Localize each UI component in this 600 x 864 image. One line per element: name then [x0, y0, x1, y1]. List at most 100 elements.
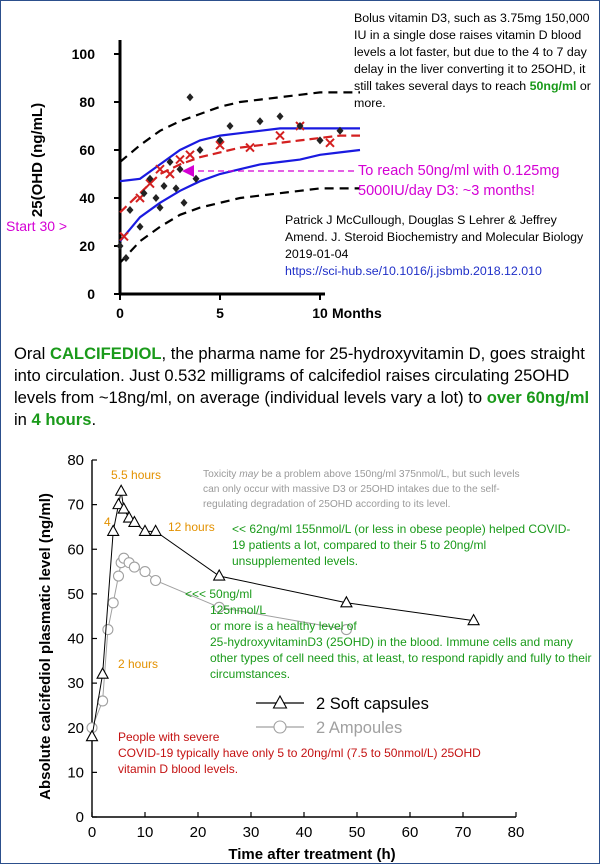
soft-capsule-point: [106, 524, 120, 536]
legend-circle-icon: [273, 720, 287, 734]
ampoule-point: [102, 624, 114, 636]
soft-capsule-point: [149, 524, 163, 536]
top-diamond-point: [176, 165, 184, 174]
top-diamond-point: [122, 254, 130, 262]
top-chart-curves: [119, 91, 361, 264]
bottom-x-tick-label: 30: [243, 824, 260, 841]
toxicity-em: may: [239, 469, 259, 480]
reach-pointer-arrowhead: [182, 165, 194, 177]
soft-capsule-point: [122, 510, 136, 523]
top-note-highlight: 50ng/ml: [529, 79, 577, 93]
top-diamond-point: [216, 136, 224, 145]
top-chart-reach-note: To reach 50ng/ml with 0.125mg 5000IU/day…: [358, 161, 598, 201]
soft-capsule-point: [112, 497, 125, 510]
top-diamond-point: [256, 117, 264, 126]
top-x-tick-label: 10: [312, 305, 328, 321]
bottom-y-tick-label: 70: [67, 497, 84, 514]
top-red-x-point: [119, 231, 129, 242]
top-y-tick-label: 20: [79, 238, 95, 254]
top-diamond-point: [296, 122, 304, 130]
top-note-text-1: Bolus vitamin D3, such as 3.75mg 150,000…: [354, 11, 590, 93]
healthy-line-2: 125nmol/L: [210, 603, 267, 617]
top-diamond-point: [226, 122, 234, 130]
ampoule-point: [112, 570, 125, 582]
top-y-tick-label: 40: [79, 190, 95, 206]
para-text-2: , the pharma name for 25-hydroxyvitamin …: [14, 344, 585, 407]
top-y-tick-label: 80: [79, 94, 95, 110]
ampoule-point: [128, 561, 140, 573]
severe-covid-note: People with severe COVID-19 typically ha…: [118, 729, 508, 777]
top-x-tick-label: 0: [116, 305, 124, 321]
top-red-x-point: [215, 140, 225, 150]
top-diamond-point: [152, 194, 160, 202]
legend-label: 2 Soft capsules: [316, 695, 429, 713]
bottom-y-tick-label: 40: [67, 631, 84, 648]
soft-capsule-point: [127, 515, 141, 528]
ampoule-point: [107, 597, 119, 609]
top-curve-blue-solid: [119, 127, 360, 183]
top-curve-blue-solid: [119, 148, 361, 242]
toxicity-note: Toxicity may be a problem above 150ng/ml…: [203, 467, 533, 512]
top-red-x-point: [145, 178, 155, 189]
para-text-4: .: [91, 410, 97, 429]
bottom-chart-legend: 2 Soft capsules 2 Ampoules: [256, 694, 429, 737]
bottom-y-axis-label: Absolute calcifediol plasmatic level (ng…: [37, 493, 54, 800]
top-chart-axes: 0 20 40 60 80 100 0 5 10 Months 25(OHD (ng/mL): [29, 40, 382, 321]
ampoule-point: [213, 601, 225, 613]
soft-capsule-point: [339, 595, 353, 608]
citation-link[interactable]: https://sci-hub.se/10.1016/j.jsbmb.2018.…: [285, 264, 542, 278]
soft-capsule-point: [114, 484, 128, 496]
top-diamond-point: [156, 203, 164, 212]
top-diamond-point: [276, 112, 284, 121]
bottom-y-tick-label: 60: [67, 541, 84, 558]
top-diamond-point: [316, 136, 324, 145]
top-diamond-point: [186, 93, 194, 102]
legend-label: 2 Ampoules: [316, 719, 402, 737]
para-highlight-60: over 60ng/ml: [486, 388, 590, 407]
top-chart: 0 20 40 60 80 100 0 5 10 Months 25(OHD (ng/mL): [29, 40, 382, 321]
ampoule-point: [139, 566, 151, 578]
top-chart-note: Bolus vitamin D3, such as 3.75mg 150,000…: [354, 10, 594, 112]
bottom-y-tick-label: 30: [67, 675, 84, 692]
top-diamond-point: [192, 174, 200, 183]
healthy-line-3: or more is a healthy level of: [210, 619, 357, 633]
top-diamond-point: [166, 158, 174, 166]
severe-line-2: COVID-19 typically have only 5 to 20ng/m…: [118, 746, 481, 776]
top-x-axis-label: Months: [332, 305, 382, 321]
soft-capsule-point: [96, 667, 110, 679]
toxicity-text-2: be a problem above 150ng/ml 375nmol/L, b…: [203, 469, 520, 510]
top-diamond-point: [140, 189, 148, 198]
top-note-text-2: or more.: [354, 79, 591, 110]
toxicity-text-1: Toxicity: [203, 469, 240, 480]
bottom-y-tick-label: 50: [67, 586, 84, 603]
bottom-x-tick-label: 20: [190, 824, 207, 841]
top-diamond-point: [126, 206, 134, 214]
bottom-x-tick-label: 70: [455, 824, 472, 841]
para-highlight-calcifediol: CALCIFEDIOL: [49, 344, 162, 363]
top-red-x-point: [165, 169, 175, 179]
bottom-chart: 0 10 20 30 40 50 60 70 80 0 10 20 30 40 50 60 70 80 Time a…: [37, 452, 525, 863]
reach-line-2: 5000IU/day D3: ~3 months!: [358, 183, 535, 199]
start-label: Start 30 >: [6, 218, 68, 234]
top-diamond-point: [136, 222, 144, 231]
bottom-x-tick-label: 80: [508, 824, 525, 841]
top-red-x-point: [325, 138, 335, 148]
top-red-x-point: [155, 164, 165, 174]
top-y-tick-label: 60: [79, 142, 95, 158]
healthy-line-4: 25-hydroxyvitaminD3 (25OHD) in the blood…: [210, 635, 592, 681]
calcifediol-paragraph: Oral CALCIFEDIOL, the pharma name for 25…: [14, 343, 594, 431]
bottom-y-tick-label: 10: [67, 764, 84, 781]
top-red-x-point: [175, 154, 185, 165]
bottom-x-tick-label: 40: [296, 824, 313, 841]
citation-text: Patrick J McCullough, Douglas S Lehrer &…: [285, 213, 584, 261]
top-diamond-point: [116, 242, 124, 250]
reach-line-1: To reach 50ng/ml with 0.125mg: [358, 163, 560, 179]
top-diamond-point: [336, 126, 344, 135]
bottom-x-tick-label: 0: [88, 824, 96, 841]
bottom-x-tick-label: 50: [349, 824, 366, 841]
top-diamond-point: [172, 184, 180, 193]
top-curve-black-dashed: [119, 187, 360, 264]
legend-triangle-icon: [272, 694, 288, 709]
top-curve-black-dashed: [119, 91, 360, 163]
time-label-5-5-hours: 5.5 hours: [111, 468, 162, 482]
